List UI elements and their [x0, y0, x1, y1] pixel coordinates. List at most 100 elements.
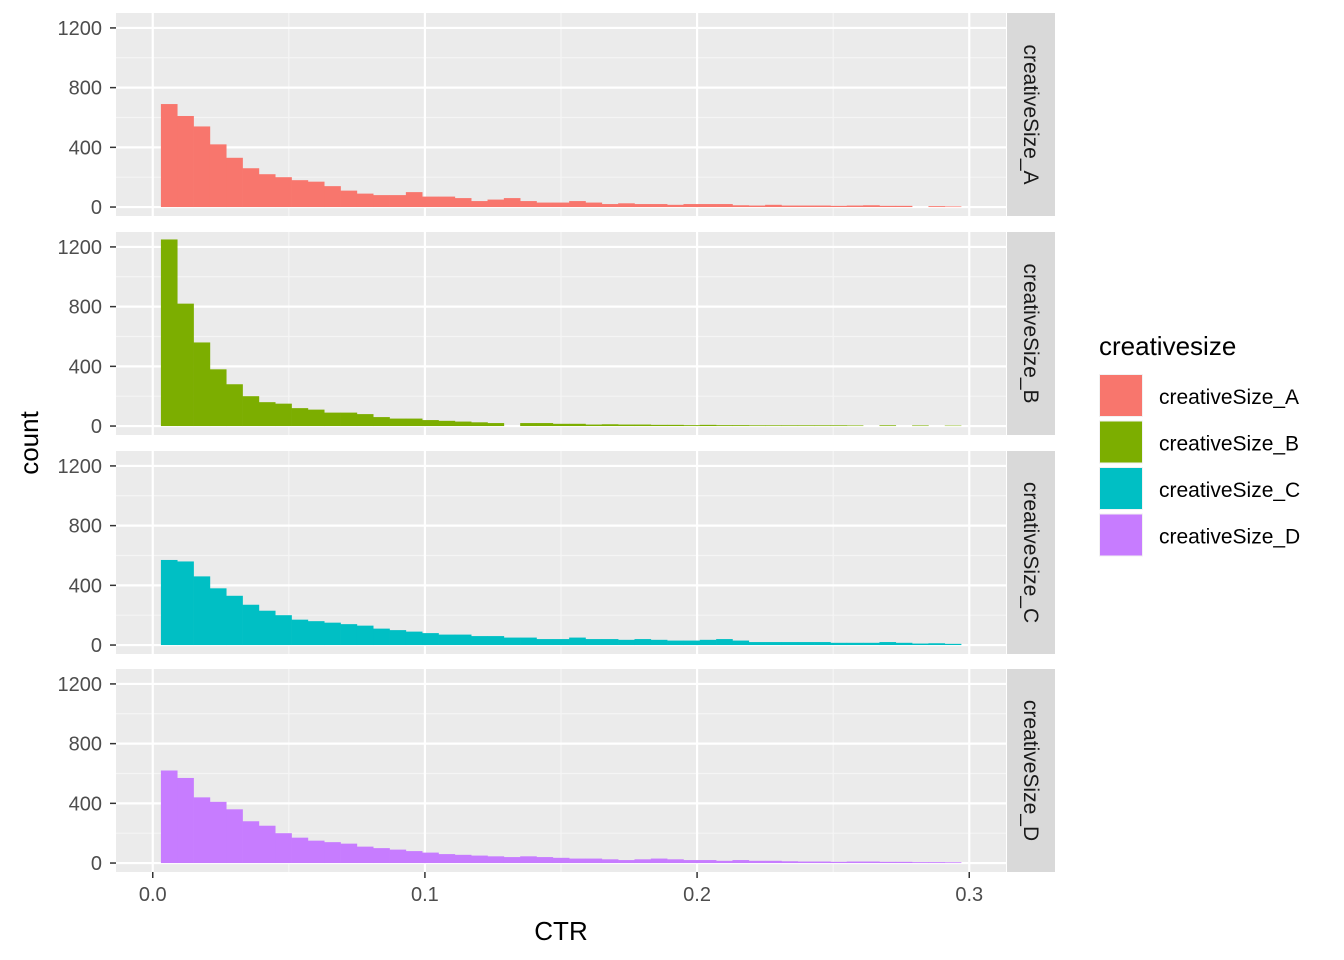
histogram-bar	[209, 801, 227, 864]
histogram-bar	[177, 115, 194, 208]
histogram-bar	[667, 424, 684, 427]
histogram-bar	[438, 634, 456, 646]
bars-creativeSize_D	[160, 770, 962, 864]
histogram-bar	[748, 205, 766, 208]
histogram-bar	[405, 631, 423, 646]
facet-strip-label: creativeSize_B	[1019, 263, 1042, 403]
histogram-bar	[667, 859, 684, 864]
histogram-bar	[242, 396, 260, 427]
histogram-bar	[667, 640, 684, 646]
histogram-bar	[193, 342, 211, 427]
histogram-bar	[895, 205, 913, 208]
histogram-bar	[307, 181, 325, 208]
histogram-bar	[944, 862, 962, 864]
histogram-bar	[797, 425, 815, 427]
legend-label: creativeSize_C	[1159, 479, 1300, 502]
x-axis: 0.0 0.1 0.2 0.3	[139, 872, 983, 906]
histogram-bar	[879, 205, 897, 208]
histogram-bar	[552, 202, 570, 208]
histogram-bar	[454, 634, 472, 646]
histogram-bar	[291, 837, 309, 864]
histogram-bar	[340, 412, 358, 427]
histogram-bar	[912, 425, 929, 427]
histogram-bar	[944, 206, 962, 208]
histogram-bar	[830, 425, 848, 427]
histogram-bar	[324, 412, 341, 427]
histogram-bar	[618, 639, 635, 646]
histogram-bar	[340, 624, 358, 646]
histogram-bar	[307, 409, 325, 427]
histogram-bar	[536, 857, 554, 864]
histogram-bar	[226, 157, 243, 208]
histogram-bar	[814, 425, 831, 427]
legend-items: creativeSize_A creativeSize_B creativeSize…	[1099, 374, 1300, 557]
histogram-bar	[765, 642, 782, 646]
histogram-bar	[830, 861, 848, 864]
y-tick-label: 800	[69, 297, 102, 319]
histogram-bar	[291, 180, 309, 208]
y-tick-label: 400	[69, 575, 102, 597]
histogram-bar	[356, 193, 374, 208]
histogram-bar	[373, 195, 390, 208]
histogram-bar	[438, 420, 456, 427]
histogram-bar	[601, 639, 619, 646]
histogram-bar	[503, 198, 521, 208]
histogram-bar	[356, 625, 374, 646]
histogram-bar	[683, 425, 701, 427]
histogram-bar	[471, 422, 488, 427]
histogram-bar	[601, 424, 619, 427]
histogram-bar	[601, 859, 619, 864]
legend-label: creativeSize_B	[1159, 433, 1299, 456]
histogram-bar	[585, 858, 603, 864]
histogram-bar	[863, 205, 880, 208]
histogram-bar	[830, 642, 848, 646]
histogram-bar	[340, 843, 358, 864]
histogram-bar	[373, 848, 390, 864]
histogram-bar	[569, 201, 586, 208]
histogram-bar	[226, 595, 243, 646]
histogram-bar	[536, 423, 554, 427]
histogram-bar	[928, 862, 946, 864]
histogram-bar	[454, 198, 472, 208]
histogram-bar	[242, 604, 260, 646]
facet-panel-creativeSize_A: 0 400 800 1200 creativeSize_A	[58, 13, 1055, 219]
histogram-bar	[716, 204, 733, 208]
histogram-bar	[275, 833, 292, 864]
histogram-bar	[863, 861, 880, 864]
histogram-bar	[454, 421, 472, 427]
histogram-bar	[716, 425, 733, 427]
facet-strip-label: creativeSize_C	[1019, 482, 1042, 623]
histogram-bar	[879, 642, 897, 646]
histogram-bar	[748, 642, 766, 646]
histogram-bar	[536, 202, 554, 208]
histogram-bar	[879, 861, 897, 864]
facet-strip	[1007, 669, 1055, 872]
histogram-bar	[585, 202, 603, 208]
facet-strip	[1007, 451, 1055, 654]
histogram-bar	[830, 205, 848, 208]
histogram-bar	[307, 840, 325, 864]
histogram-bar	[781, 205, 799, 208]
y-tick-label: 800	[69, 516, 102, 538]
histogram-bar	[471, 855, 488, 864]
histogram-bar	[340, 190, 358, 208]
y-tick-label: 400	[69, 356, 102, 378]
y-tick-label: 1200	[58, 237, 103, 259]
histogram-bar	[193, 126, 211, 208]
histogram-bar	[781, 861, 799, 864]
facet-strip-label: creativeSize_A	[1019, 44, 1042, 184]
histogram-bar	[226, 384, 243, 427]
histogram-bar	[422, 633, 439, 646]
histogram-bar	[569, 858, 586, 864]
histogram-bar	[846, 642, 864, 646]
histogram-bar	[699, 860, 717, 864]
y-tick-label: 1200	[58, 456, 103, 478]
histogram-bar	[438, 196, 456, 208]
histogram-bar	[716, 860, 733, 864]
histogram-bar	[291, 408, 309, 427]
histogram-bar	[650, 639, 668, 646]
histogram-bar	[242, 168, 260, 208]
histogram-bar	[732, 425, 750, 427]
facet-strip-label: creativeSize_D	[1019, 700, 1042, 841]
histogram-bar	[160, 104, 178, 208]
